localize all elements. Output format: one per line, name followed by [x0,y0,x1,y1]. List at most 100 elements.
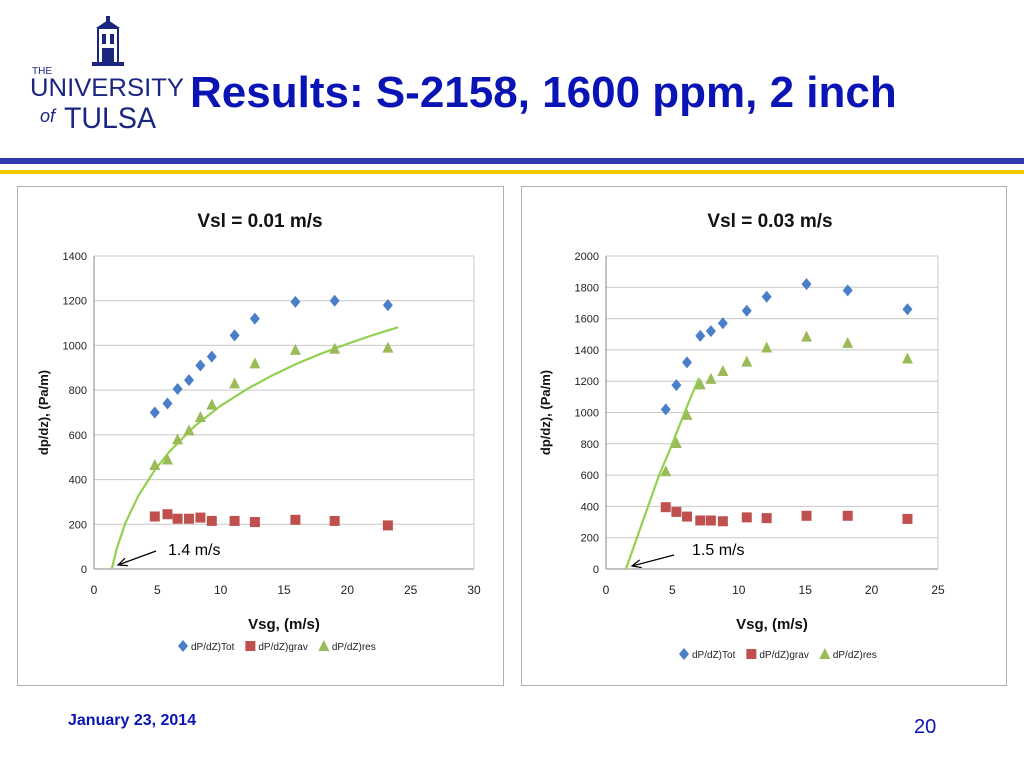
header-rule-blue [0,158,1024,164]
y-tick-label: 2000 [575,251,599,263]
data-point-diamond [741,304,752,317]
data-point-triangle [694,378,706,390]
data-point-diamond [717,317,728,330]
chart-title: Vsl = 0.03 m/s [707,211,832,232]
x-tick-label: 20 [341,583,355,597]
data-point-diamond [695,329,706,342]
data-point-square [195,512,206,523]
data-point-diamond [290,295,301,308]
x-tick-label: 25 [931,583,945,597]
legend-label: dP/dZ)Tot [692,650,736,661]
data-point-diamond [801,278,812,291]
data-point-triangle [289,343,301,355]
annotation-arrow [117,550,157,566]
data-point-diamond [184,374,194,387]
arrow-head-icon [116,557,128,567]
data-point-diamond [229,329,240,342]
data-point-triangle [660,465,672,477]
legend-marker-square [245,641,256,651]
x-tick-label: 0 [91,583,98,597]
data-point-square [842,510,853,521]
fit-curve [110,326,399,570]
chart-vsl-003: Vsl = 0.03 m/s02004006008001000120014001… [538,211,945,661]
data-point-diamond [329,294,340,307]
data-point-square [290,514,301,525]
y-tick-label: 0 [593,564,599,576]
x-tick-label: 25 [404,583,418,597]
data-point-square [682,511,693,522]
data-point-square [717,516,728,527]
legend-marker-square [746,649,757,659]
chart-panel-right: Vsl = 0.03 m/s 0 200 400 600 800 1000 1200 1400 1… [521,186,1007,686]
data-point-triangle [172,433,184,445]
data-point-square [149,511,160,522]
data-point-triangle [229,377,241,389]
data-point-diamond [671,379,682,392]
data-point-square [660,502,671,513]
data-point-diamond [382,299,393,312]
data-point-diamond [172,383,183,396]
annotation-label: 1.4 m/s [168,542,220,559]
data-point-diamond [249,312,260,325]
data-point-triangle [329,342,341,354]
y-tick-label: 200 [69,519,87,531]
y-tick-label: 1200 [63,296,87,308]
legend-marker-diamond [178,640,188,652]
y-tick-label: 800 [69,385,87,397]
x-tick-label: 10 [732,583,746,597]
data-point-square [382,520,393,531]
header-rule-yellow [0,170,1024,174]
x-tick-label: 0 [603,583,610,597]
chart-vsl-001: Vsl = 0.01 m/s 0 200 400 600 800 1000 1200 1400 0… [36,211,481,653]
legend-label: dP/dZ)grav [258,642,307,653]
data-point-triangle [741,355,753,367]
data-point-square [705,515,716,526]
data-point-diamond [206,350,217,363]
data-point-square [162,509,173,520]
x-axis-label: Vsg, (m/s) [736,616,808,633]
data-point-triangle [194,410,206,422]
x-tick-label: 15 [799,583,813,597]
data-point-diamond [761,290,772,303]
data-point-triangle [705,372,717,384]
data-point-square [902,513,913,524]
data-point-triangle [761,341,773,353]
y-tick-label: 600 [69,430,87,442]
data-point-diamond [902,303,913,316]
data-point-square [172,513,183,524]
y-axis-label: dp/dz), (Pa/m) [538,370,553,455]
fit-curve [624,377,700,570]
data-point-diamond [842,284,853,297]
y-tick-label: 1400 [575,345,599,357]
data-point-triangle [183,424,195,436]
x-tick-label: 5 [669,583,676,597]
y-tick-label: 1200 [575,376,599,388]
data-point-triangle [901,352,913,364]
data-point-triangle [842,336,854,348]
legend-label: dP/dZ)res [332,642,376,653]
data-point-diamond [149,406,160,419]
y-tick-label: 200 [581,533,599,545]
data-point-triangle [149,459,161,471]
legend-marker-diamond [679,648,689,660]
data-point-square [695,515,706,526]
data-point-square [184,513,194,524]
legend-marker-triangle [819,648,831,659]
data-point-triangle [382,341,394,353]
legend-marker-triangle [318,640,330,651]
data-point-triangle [681,408,693,420]
annotation-arrow [631,554,675,567]
data-point-diamond [660,403,671,416]
university-logo: THE UNIVERSITY of TULSA [28,14,186,144]
y-tick-label: 1000 [63,340,87,352]
chart-title: Vsl = 0.01 m/s [197,211,322,232]
y-tick-label: 0 [81,564,87,576]
legend-label: dP/dZ)res [833,650,877,661]
data-point-square [249,517,260,528]
data-point-square [229,515,240,526]
data-point-square [671,506,682,517]
legend-label: dP/dZ)Tot [191,642,235,653]
y-tick-label: 600 [581,470,599,482]
tower-icon [92,16,124,66]
x-tick-label: 10 [214,583,228,597]
